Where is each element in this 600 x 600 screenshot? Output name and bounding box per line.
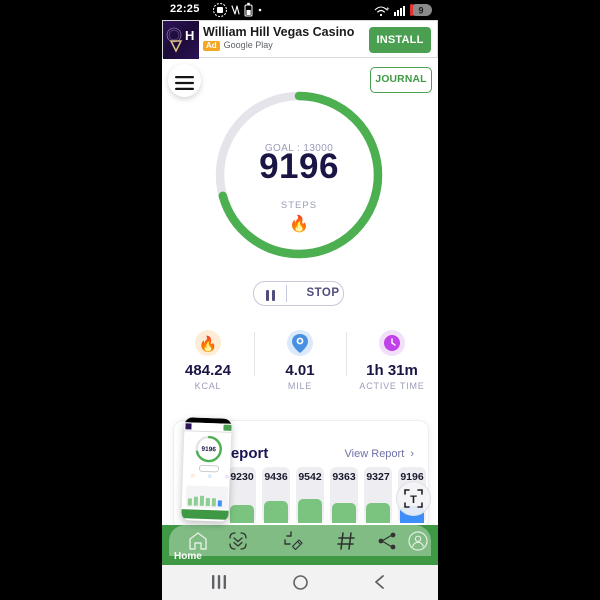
svg-text:9: 9 [418,6,423,16]
svg-text:H: H [185,28,194,43]
svg-text:T: T [410,494,417,506]
svg-text:🔥: 🔥 [199,335,218,353]
svg-text:+: + [386,7,390,13]
